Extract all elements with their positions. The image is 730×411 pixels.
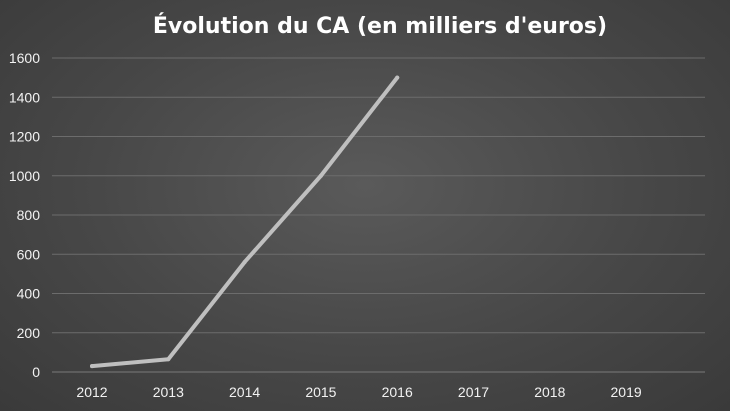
data-point bbox=[242, 260, 247, 265]
x-tick-label: 2018 bbox=[534, 384, 565, 400]
series-lines bbox=[90, 75, 400, 369]
y-tick-label: 200 bbox=[17, 325, 41, 341]
y-tick-label: 1400 bbox=[9, 89, 40, 105]
series-line-0 bbox=[90, 75, 400, 369]
x-tick-label: 2017 bbox=[458, 384, 489, 400]
x-tick-label: 2012 bbox=[76, 384, 107, 400]
x-axis-ticks: 2012 2013 2014 2015 2016 2017 2018 2019 bbox=[76, 384, 641, 400]
y-tick-label: 800 bbox=[17, 207, 41, 223]
y-axis-ticks: 0 200 400 600 800 1000 1200 1400 1600 bbox=[9, 50, 40, 380]
y-tick-label: 1000 bbox=[9, 168, 40, 184]
x-tick-label: 2016 bbox=[382, 384, 413, 400]
data-point bbox=[318, 173, 323, 178]
y-tick-label: 1600 bbox=[9, 50, 40, 66]
data-point bbox=[395, 75, 400, 80]
x-tick-label: 2019 bbox=[611, 384, 642, 400]
chart-title: Évolution du CA (en milliers d'euros) bbox=[153, 13, 607, 39]
y-tick-label: 400 bbox=[17, 286, 41, 302]
y-tick-label: 1200 bbox=[9, 129, 40, 145]
x-tick-label: 2013 bbox=[153, 384, 184, 400]
y-tick-label: 0 bbox=[32, 364, 40, 380]
data-point bbox=[166, 357, 171, 362]
y-tick-label: 600 bbox=[17, 246, 41, 262]
grid-lines bbox=[52, 57, 705, 373]
x-tick-label: 2015 bbox=[305, 384, 336, 400]
data-point bbox=[90, 364, 94, 369]
x-tick-label: 2014 bbox=[229, 384, 260, 400]
